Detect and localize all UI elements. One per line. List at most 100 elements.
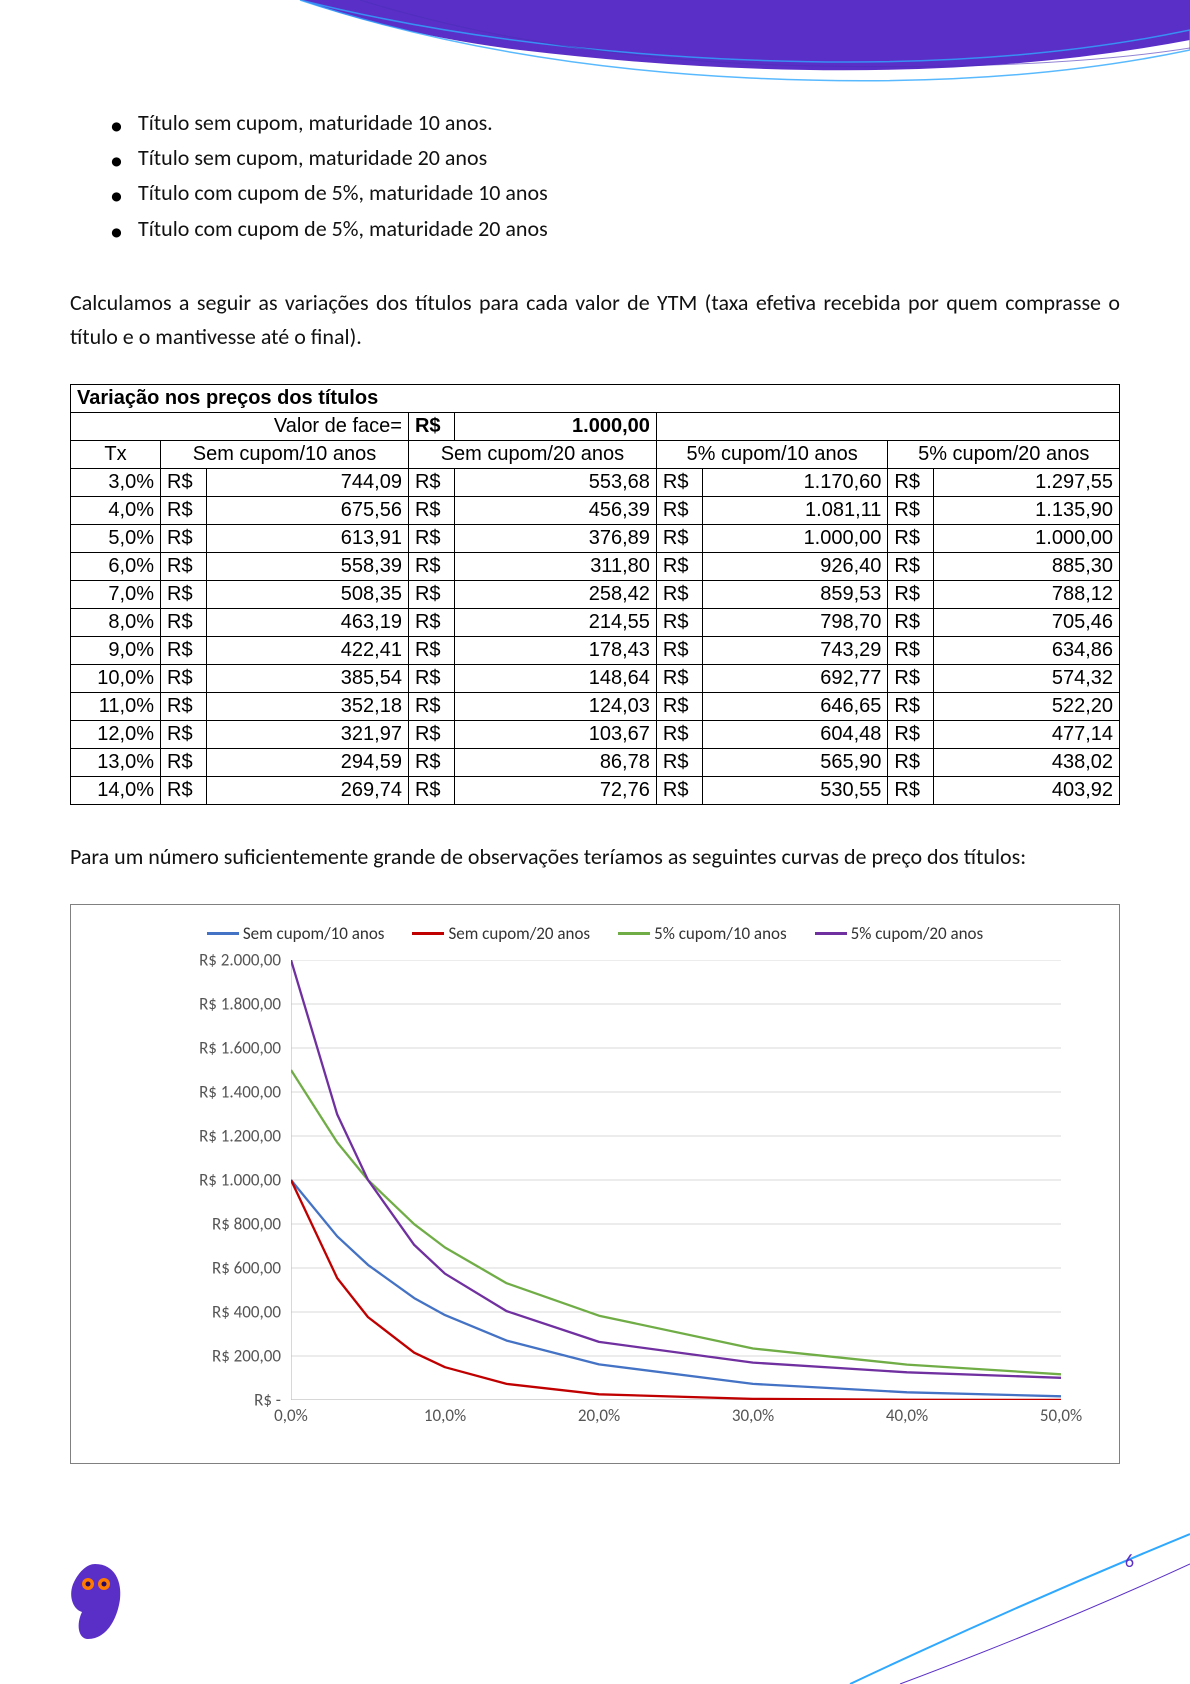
table-row: 3,0%R$744,09R$553,68R$1.170,60R$1.297,55: [71, 468, 1120, 496]
cell-value: 456,39: [454, 496, 656, 524]
cell-currency: R$: [888, 496, 934, 524]
paragraph-chart-intro: Para um número suficientemente grande de…: [70, 840, 1120, 874]
y-tick-label: R$ 1.400,00: [199, 1082, 281, 1103]
cell-currency: R$: [888, 692, 934, 720]
cell-value: 885,30: [934, 552, 1120, 580]
cell-value: 508,35: [207, 580, 409, 608]
cell-tx: 8,0%: [71, 608, 161, 636]
cell-tx: 9,0%: [71, 636, 161, 664]
cell-currency: R$: [408, 552, 454, 580]
cell-tx: 11,0%: [71, 692, 161, 720]
col-header: 5% cupom/20 anos: [888, 440, 1120, 468]
cell-tx: 6,0%: [71, 552, 161, 580]
table-title: Variação nos preços dos títulos: [71, 384, 1120, 412]
cell-currency: R$: [888, 664, 934, 692]
page-number: 6: [1125, 1550, 1134, 1572]
bullet-item: Título com cupom de 5%, maturidade 10 an…: [110, 175, 1120, 210]
legend-label: 5% cupom/10 anos: [654, 923, 787, 944]
cell-value: 1.081,11: [702, 496, 888, 524]
cell-tx: 3,0%: [71, 468, 161, 496]
cell-tx: 7,0%: [71, 580, 161, 608]
cell-value: 438,02: [934, 748, 1120, 776]
cell-value: 376,89: [454, 524, 656, 552]
cell-currency: R$: [161, 664, 207, 692]
y-tick-label: R$ 1.800,00: [199, 994, 281, 1015]
cell-value: 1.000,00: [702, 524, 888, 552]
table-row: 7,0%R$508,35R$258,42R$859,53R$788,12: [71, 580, 1120, 608]
cell-value: 385,54: [207, 664, 409, 692]
table-row: 6,0%R$558,39R$311,80R$926,40R$885,30: [71, 552, 1120, 580]
cell-currency: R$: [656, 692, 702, 720]
x-tick-label: 0,0%: [274, 1405, 308, 1426]
x-tick-label: 30,0%: [732, 1405, 774, 1426]
cell-value: 574,32: [934, 664, 1120, 692]
cell-value: 178,43: [454, 636, 656, 664]
cell-currency: R$: [408, 776, 454, 804]
cell-value: 463,19: [207, 608, 409, 636]
cell-value: 634,86: [934, 636, 1120, 664]
x-tick-label: 40,0%: [886, 1405, 928, 1426]
cell-currency: R$: [656, 776, 702, 804]
cell-value: 744,09: [207, 468, 409, 496]
cell-currency: R$: [408, 748, 454, 776]
cell-value: 1.170,60: [702, 468, 888, 496]
cell-currency: R$: [656, 468, 702, 496]
cell-value: 692,77: [702, 664, 888, 692]
cell-currency: R$: [888, 608, 934, 636]
cell-value: 148,64: [454, 664, 656, 692]
cell-currency: R$: [161, 720, 207, 748]
cell-currency: R$: [161, 580, 207, 608]
bullet-item: Título sem cupom, maturidade 10 anos.: [110, 105, 1120, 140]
cell-tx: 14,0%: [71, 776, 161, 804]
legend-item: Sem cupom/10 anos: [207, 923, 385, 944]
cell-currency: R$: [888, 580, 934, 608]
cell-value: 422,41: [207, 636, 409, 664]
cell-currency: R$: [161, 692, 207, 720]
cell-currency: R$: [888, 524, 934, 552]
y-tick-label: R$ 600,00: [212, 1258, 281, 1279]
cell-currency: R$: [161, 748, 207, 776]
cell-currency: R$: [888, 468, 934, 496]
cell-currency: R$: [408, 664, 454, 692]
y-tick-label: R$ 1.000,00: [199, 1170, 281, 1191]
cell-value: 477,14: [934, 720, 1120, 748]
cell-currency: R$: [656, 608, 702, 636]
legend-line-icon: [207, 932, 239, 935]
face-value: 1.000,00: [454, 412, 656, 440]
footer-decoration: [0, 1504, 1190, 1684]
cell-currency: R$: [888, 552, 934, 580]
table-row: 12,0%R$321,97R$103,67R$604,48R$477,14: [71, 720, 1120, 748]
cell-value: 403,92: [934, 776, 1120, 804]
col-header: 5% cupom/10 anos: [656, 440, 888, 468]
cell-currency: R$: [161, 524, 207, 552]
legend-label: 5% cupom/20 anos: [851, 923, 984, 944]
cell-currency: R$: [888, 748, 934, 776]
col-header: Sem cupom/10 anos: [161, 440, 409, 468]
cell-currency: R$: [408, 692, 454, 720]
cell-value: 926,40: [702, 552, 888, 580]
cell-currency: R$: [408, 496, 454, 524]
table-row: 4,0%R$675,56R$456,39R$1.081,11R$1.135,90: [71, 496, 1120, 524]
table-row: 8,0%R$463,19R$214,55R$798,70R$705,46: [71, 608, 1120, 636]
cell-currency: R$: [656, 496, 702, 524]
legend-item: Sem cupom/20 anos: [412, 923, 590, 944]
cell-value: 743,29: [702, 636, 888, 664]
cell-currency: R$: [656, 636, 702, 664]
y-tick-label: R$ 2.000,00: [199, 950, 281, 971]
y-tick-label: R$ 800,00: [212, 1214, 281, 1235]
cell-value: 1.297,55: [934, 468, 1120, 496]
cell-currency: R$: [161, 468, 207, 496]
cell-tx: 12,0%: [71, 720, 161, 748]
cell-currency: R$: [656, 552, 702, 580]
cell-value: 604,48: [702, 720, 888, 748]
cell-value: 859,53: [702, 580, 888, 608]
bullet-item: Título sem cupom, maturidade 20 anos: [110, 140, 1120, 175]
cell-value: 646,65: [702, 692, 888, 720]
price-variation-table: Variação nos preços dos títulos Valor de…: [70, 384, 1120, 805]
cell-value: 1.135,90: [934, 496, 1120, 524]
table-row: 10,0%R$385,54R$148,64R$692,77R$574,32: [71, 664, 1120, 692]
cell-value: 613,91: [207, 524, 409, 552]
y-tick-label: R$ 200,00: [212, 1346, 281, 1367]
cell-currency: R$: [656, 720, 702, 748]
page-content: Título sem cupom, maturidade 10 anos. Tí…: [70, 105, 1120, 1464]
